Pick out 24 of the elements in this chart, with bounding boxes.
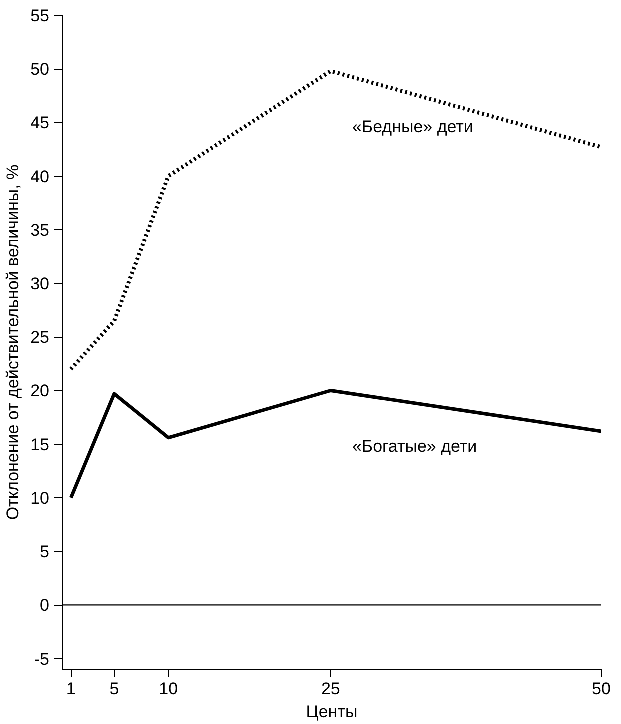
y-tick-label: -5 [34,650,50,669]
y-tick-label: 0 [40,596,50,616]
y-tick-label: 40 [30,167,50,186]
series-label: «Бедные» дети [352,117,474,136]
y-tick-label: 15 [30,435,50,454]
x-tick-label: 5 [110,680,120,698]
line-series [69,388,602,500]
y-tick-label: 5 [40,542,50,562]
line-series [69,69,602,372]
y-tick-label: 25 [30,328,50,348]
y-tick-label: 35 [30,220,50,240]
x-tick-label: 25 [321,680,340,698]
y-tick-label: 10 [30,488,50,508]
x-tick-label: 10 [159,680,178,698]
x-tick-label: 50 [592,680,611,698]
y-tick-label: 50 [30,60,50,80]
x-axis-title: Центы [306,702,358,722]
y-tick-label: 45 [30,114,50,133]
x-tick-label: 1 [66,680,76,698]
y-tick-label: 20 [30,382,50,401]
y-tick-label: 55 [30,6,50,26]
y-axis-title: Отклонение от действительной величины, % [4,164,23,520]
y-tick-label: 30 [30,274,50,294]
series-label: «Богатые» дети [352,436,478,456]
